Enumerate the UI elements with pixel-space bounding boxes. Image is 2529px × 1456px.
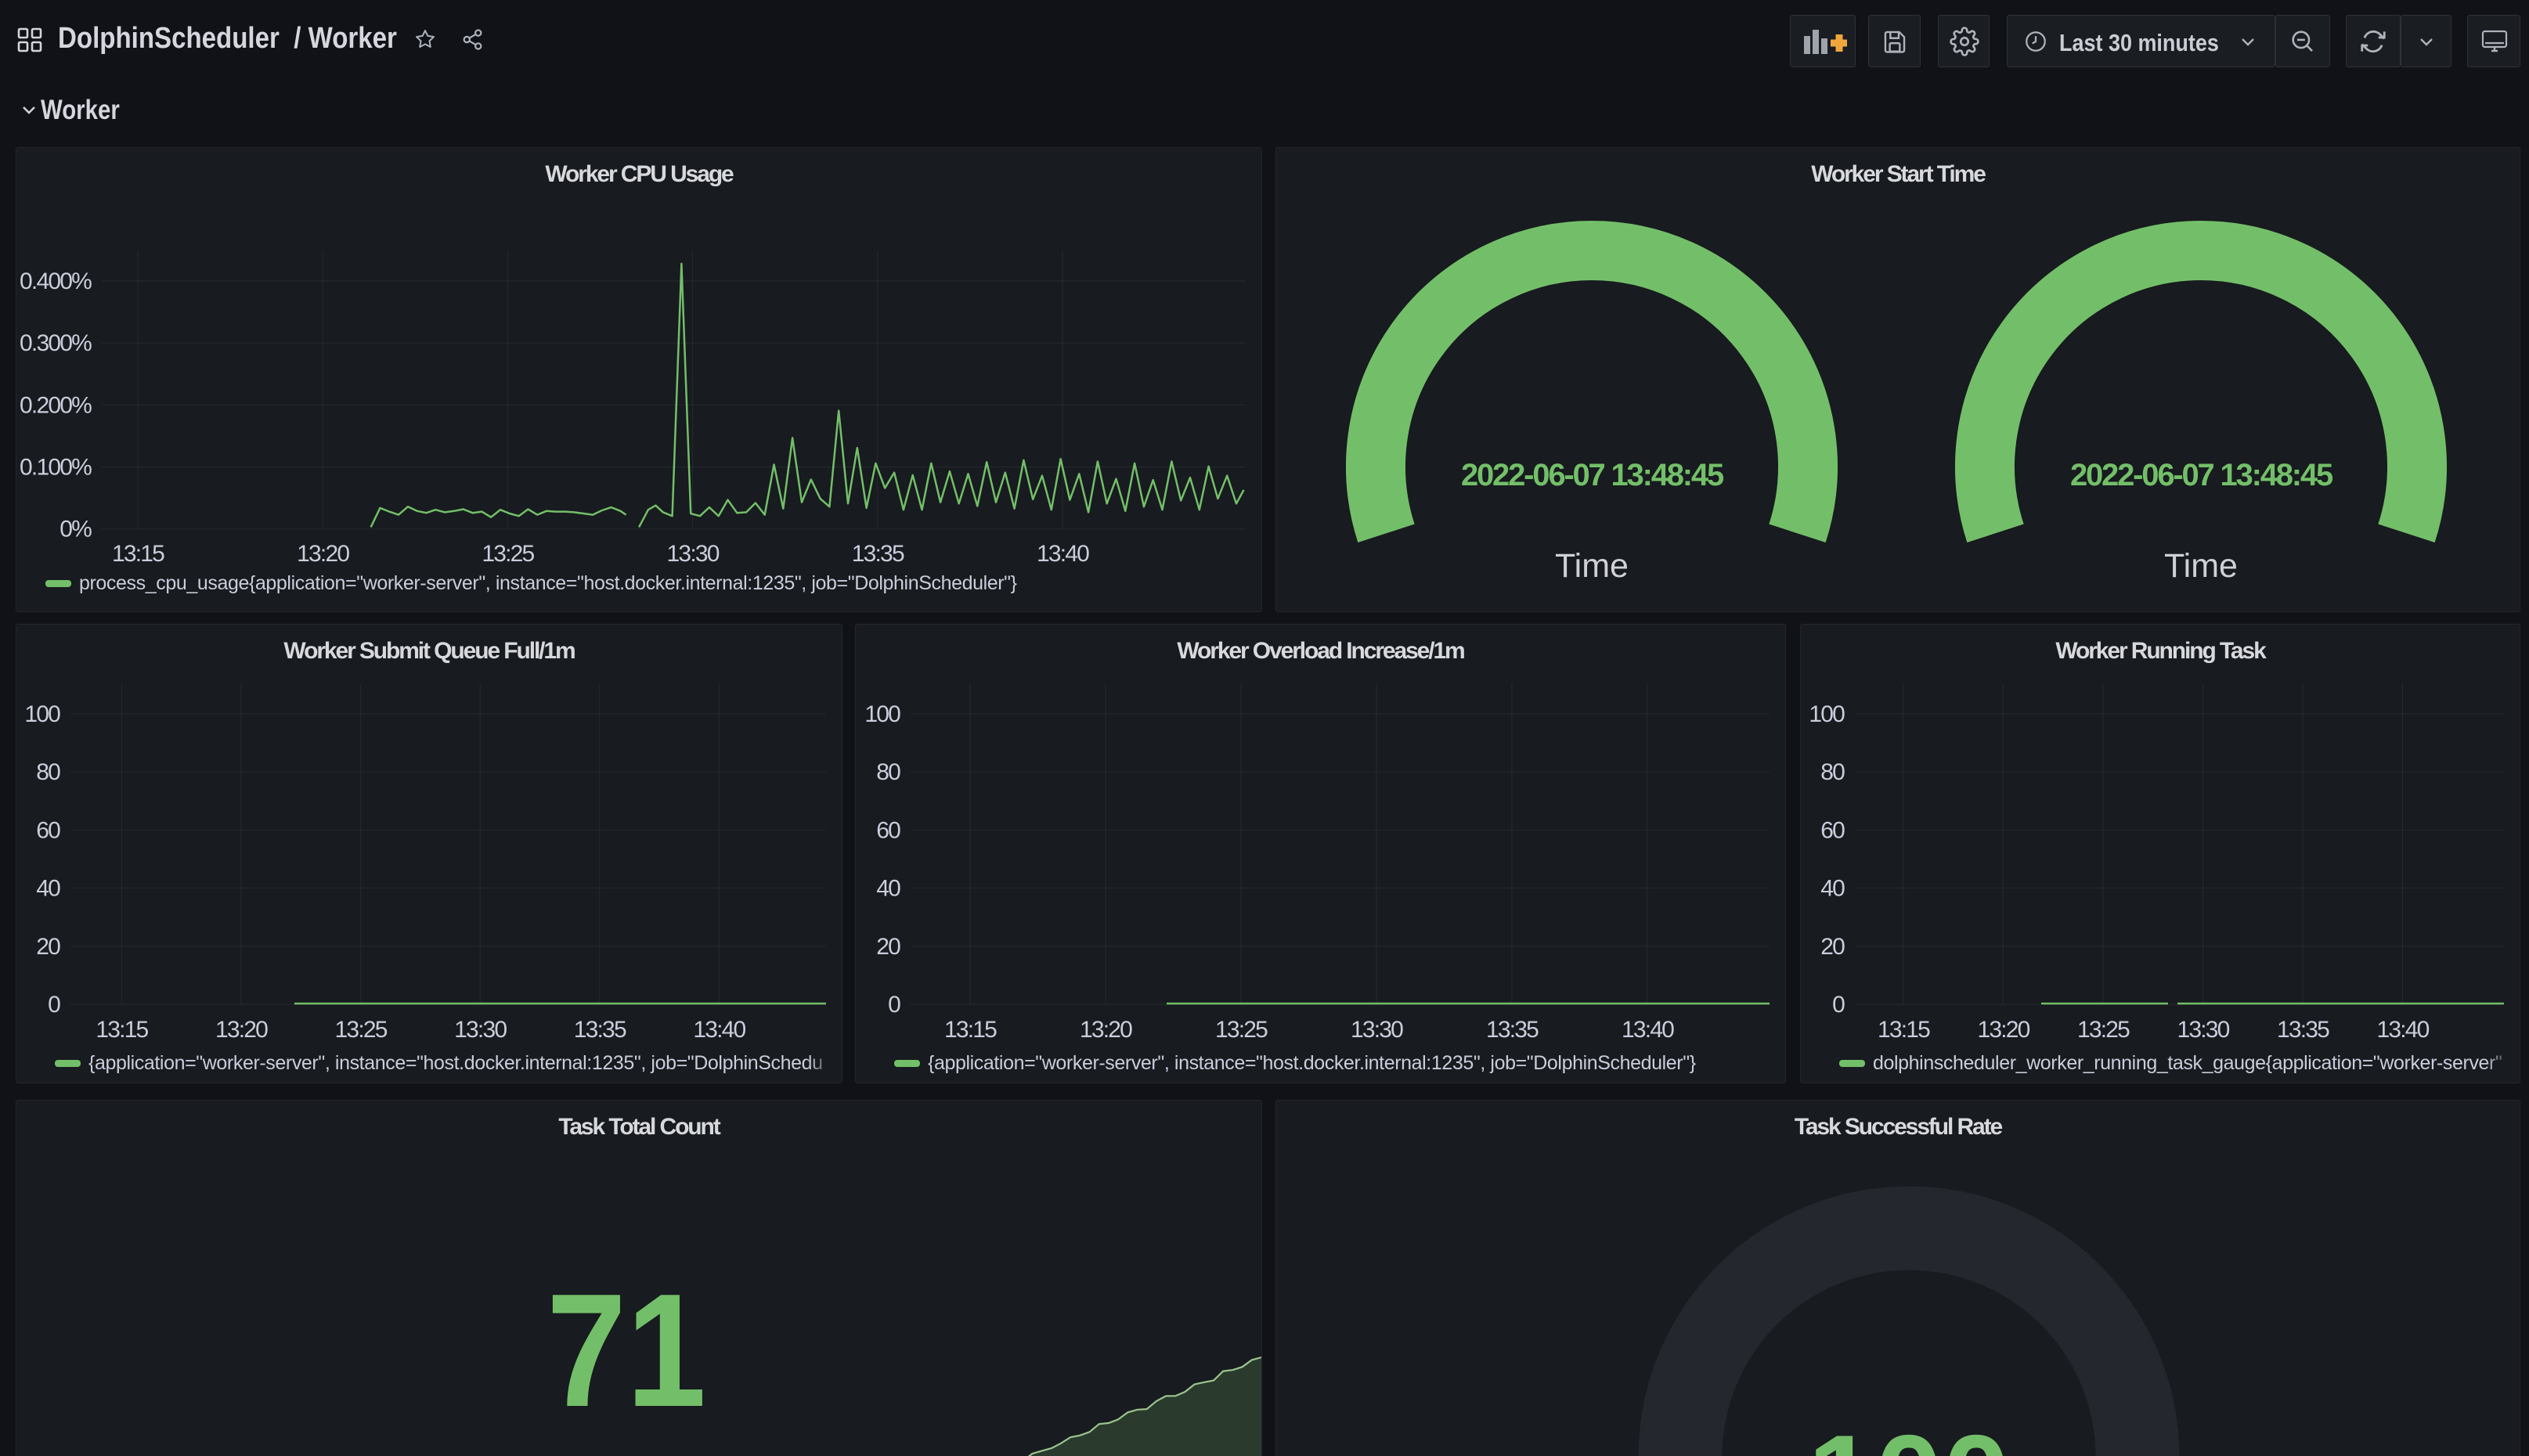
svg-text:13:20: 13:20 xyxy=(297,541,349,567)
svg-text:13:40: 13:40 xyxy=(1622,1017,1674,1043)
svg-text:13:15: 13:15 xyxy=(944,1017,997,1043)
svg-text:13:35: 13:35 xyxy=(2277,1017,2329,1043)
svg-text:0%: 0% xyxy=(60,517,92,542)
svg-text:0: 0 xyxy=(1832,992,1845,1018)
svg-text:20: 20 xyxy=(876,934,900,960)
svg-text:100: 100 xyxy=(864,701,900,727)
svg-text:13:40: 13:40 xyxy=(1037,541,1089,567)
svg-text:13:30: 13:30 xyxy=(2177,1017,2229,1043)
svg-text:20: 20 xyxy=(1820,934,1845,960)
svg-text:13:35: 13:35 xyxy=(1486,1017,1539,1043)
svg-text:40: 40 xyxy=(36,876,60,902)
svg-text:80: 80 xyxy=(1820,759,1845,785)
svg-text:13:25: 13:25 xyxy=(2077,1017,2130,1043)
svg-text:0.100%: 0.100% xyxy=(20,455,92,481)
svg-text:13:15: 13:15 xyxy=(96,1017,148,1043)
svg-text:0: 0 xyxy=(48,992,60,1018)
svg-text:60: 60 xyxy=(876,817,900,843)
svg-text:0.300%: 0.300% xyxy=(20,330,92,356)
svg-text:13:40: 13:40 xyxy=(693,1017,745,1043)
svg-text:13:20: 13:20 xyxy=(1977,1017,2029,1043)
svg-text:0.400%: 0.400% xyxy=(20,268,92,294)
svg-text:13:20: 13:20 xyxy=(215,1017,268,1043)
svg-text:13:40: 13:40 xyxy=(2376,1017,2429,1043)
svg-text:13:35: 13:35 xyxy=(852,541,904,567)
svg-text:13:15: 13:15 xyxy=(112,541,164,567)
svg-text:100: 100 xyxy=(24,701,60,727)
svg-text:13:35: 13:35 xyxy=(574,1017,626,1043)
svg-text:13:30: 13:30 xyxy=(454,1017,507,1043)
svg-text:13:25: 13:25 xyxy=(1215,1017,1268,1043)
svg-text:100: 100 xyxy=(1809,701,1845,727)
svg-text:80: 80 xyxy=(876,759,900,785)
svg-text:20: 20 xyxy=(36,934,60,960)
svg-text:40: 40 xyxy=(1820,876,1845,902)
svg-text:40: 40 xyxy=(876,876,900,902)
svg-text:13:20: 13:20 xyxy=(1080,1017,1132,1043)
svg-text:13:30: 13:30 xyxy=(1351,1017,1403,1043)
svg-text:13:30: 13:30 xyxy=(667,541,720,567)
svg-text:13:25: 13:25 xyxy=(335,1017,388,1043)
svg-text:13:25: 13:25 xyxy=(482,541,534,567)
svg-text:80: 80 xyxy=(36,759,60,785)
svg-text:0.200%: 0.200% xyxy=(20,392,92,418)
svg-text:60: 60 xyxy=(1820,817,1845,843)
svg-text:13:15: 13:15 xyxy=(1878,1017,1930,1043)
svg-text:0: 0 xyxy=(888,992,900,1018)
svg-text:60: 60 xyxy=(36,817,60,843)
